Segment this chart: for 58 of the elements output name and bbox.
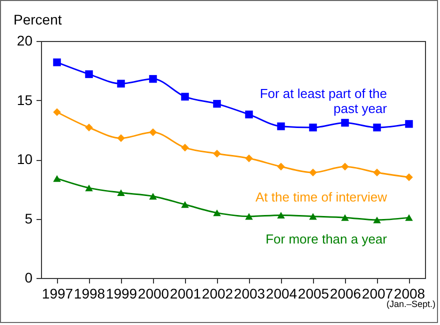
point — [245, 154, 253, 162]
point — [277, 212, 285, 219]
point — [309, 168, 317, 176]
point — [117, 80, 125, 88]
y-tick-label: 15 — [16, 92, 33, 108]
x-tick-label: 2008 — [394, 286, 426, 302]
x-tick-label: 1997 — [42, 286, 74, 302]
point — [341, 118, 349, 127]
point — [213, 150, 221, 158]
series-label: For more than a year — [266, 232, 388, 247]
point — [277, 122, 285, 130]
x-tick-label: 1999 — [106, 286, 138, 302]
point — [181, 201, 189, 208]
point — [213, 209, 221, 216]
y-axis-title: Percent — [14, 12, 62, 28]
point — [181, 92, 189, 101]
point — [245, 110, 253, 118]
point — [213, 100, 221, 108]
point — [117, 189, 125, 196]
point — [149, 192, 157, 200]
point — [53, 175, 61, 182]
x-tick-label: 2000 — [138, 286, 170, 302]
x-tick-label: 2007 — [362, 286, 394, 302]
point — [341, 214, 349, 221]
x-tick-label: 2005 — [298, 286, 330, 302]
point — [149, 128, 157, 136]
point — [85, 184, 93, 192]
x-tick-label: 2003 — [234, 286, 266, 302]
point — [405, 173, 413, 182]
point — [85, 70, 93, 78]
point — [181, 144, 189, 152]
point — [309, 124, 317, 132]
point — [373, 168, 381, 176]
point — [149, 75, 157, 83]
x-tick-label: 2004 — [266, 286, 298, 302]
y-tick-label: 5 — [24, 210, 33, 226]
point — [341, 162, 349, 170]
point — [405, 120, 413, 128]
point — [373, 216, 381, 224]
y-tick-label: 20 — [16, 32, 33, 48]
y-tick-label: 10 — [16, 151, 33, 167]
series-label: For at least part of the past year — [260, 86, 388, 116]
x-tick-label: 2001 — [170, 286, 202, 302]
point — [53, 58, 61, 66]
point — [277, 162, 285, 170]
point — [373, 124, 381, 132]
point — [117, 134, 125, 142]
x-tick-label: 1998 — [74, 286, 106, 302]
series-label: At the time of interview — [256, 189, 388, 204]
x-tick-label: 2002 — [202, 286, 234, 302]
point — [85, 124, 93, 132]
point — [53, 108, 61, 116]
point — [405, 214, 413, 221]
y-tick-label: 0 — [24, 270, 33, 286]
x-tick-label: 2006 — [330, 286, 362, 302]
point — [309, 213, 317, 220]
point — [245, 213, 253, 220]
text: (Jan.–Sept.) — [386, 299, 436, 309]
